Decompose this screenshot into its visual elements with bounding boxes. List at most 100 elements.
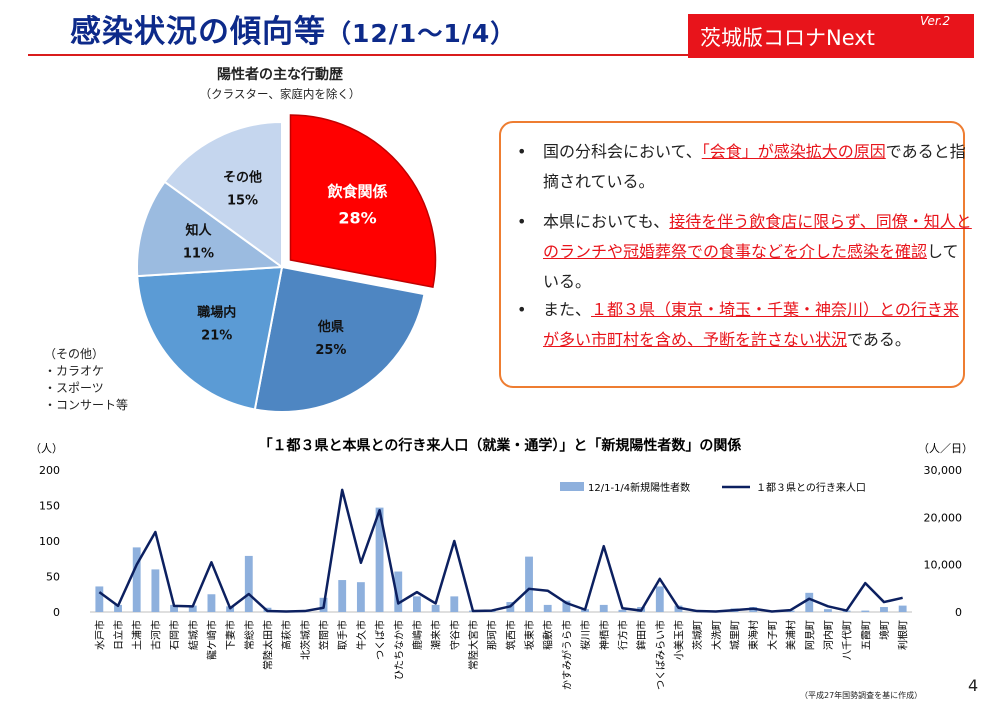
pie-slice bbox=[289, 114, 437, 289]
category-label: 古河市 bbox=[149, 620, 162, 650]
bar bbox=[95, 586, 104, 612]
pie-slice bbox=[163, 120, 283, 269]
pie-slice-label: 他県 bbox=[317, 319, 344, 335]
bar bbox=[861, 610, 870, 612]
right-axis-tick: 20,000 bbox=[924, 511, 963, 524]
bullet-dot: • bbox=[517, 300, 527, 319]
category-label: かすみがうら市 bbox=[560, 620, 573, 690]
category-label: 行方市 bbox=[616, 620, 629, 650]
bar bbox=[599, 604, 608, 612]
category-label: 阿見町 bbox=[804, 620, 816, 650]
category-label: 大洗町 bbox=[710, 620, 723, 650]
legend-bar-label: 12/1-1/4新規陽性者数 bbox=[588, 481, 690, 494]
category-label: 石岡市 bbox=[168, 620, 181, 650]
category-label: 八千代町 bbox=[842, 620, 854, 660]
body-text: 本県においても、 bbox=[543, 212, 670, 231]
left-axis-tick: 100 bbox=[39, 535, 60, 548]
bar bbox=[413, 596, 421, 612]
brand-name: 茨城版コロナNext bbox=[700, 26, 875, 50]
category-label: つくばみらい市 bbox=[654, 620, 667, 690]
category-label: 坂東市 bbox=[523, 620, 536, 650]
category-label: 結城市 bbox=[187, 620, 200, 650]
bar bbox=[450, 596, 459, 612]
footnote: （平成27年国勢調査を基に作成） bbox=[800, 691, 923, 700]
category-label: 龍ケ崎市 bbox=[205, 620, 218, 660]
left-axis-tick: 150 bbox=[39, 500, 60, 513]
bar bbox=[880, 607, 888, 612]
category-label: 茨城町 bbox=[691, 620, 704, 650]
category-label: 常総市 bbox=[243, 620, 256, 650]
bar bbox=[338, 580, 347, 612]
category-label: 常陸太田市 bbox=[261, 620, 274, 670]
right-axis-tick: 0 bbox=[955, 606, 962, 619]
category-label: 牛久市 bbox=[355, 620, 368, 650]
emphasis-text: １都３県（東京・埼玉・千葉・神奈川）との行き来が多い市町村を含め、予断を許さない… bbox=[543, 300, 959, 349]
bar bbox=[356, 582, 365, 612]
bar bbox=[525, 556, 533, 612]
body-text: であると指摘されている。 bbox=[543, 142, 966, 191]
legend-bar-swatch bbox=[560, 482, 584, 491]
brand-banner bbox=[688, 14, 974, 58]
line-series bbox=[98, 488, 903, 613]
callout-bullet: • 本県においても、接待を伴う飲食店に限らず、同僚・知人とのランチや冠婚葬祭での食… bbox=[517, 207, 973, 297]
category-label: 境町 bbox=[878, 620, 891, 640]
category-label: 土浦市 bbox=[131, 620, 144, 650]
bar bbox=[824, 609, 832, 612]
brand-version: Ver.2 bbox=[920, 14, 951, 28]
bar bbox=[207, 594, 216, 612]
category-label: 稲敷市 bbox=[542, 620, 555, 650]
category-label: 東海村 bbox=[747, 620, 760, 650]
bar bbox=[375, 507, 384, 612]
page-title: 感染状況の傾向等（12/1～1/4） bbox=[70, 6, 516, 51]
pie-slice-label: その他 bbox=[223, 169, 262, 185]
category-label: 北茨城市 bbox=[299, 620, 312, 660]
legend-line-label: １都３県との行き来人口 bbox=[756, 481, 866, 494]
callout-box: • 国の分科会において、「会食」が感染拡大の原因であると指摘されている。 • 本県にお… bbox=[499, 121, 972, 388]
left-axis-tick: 50 bbox=[46, 571, 60, 584]
category-label: 城里町 bbox=[730, 620, 742, 650]
category-label: 取手市 bbox=[336, 620, 349, 650]
emphasis-text: 「会食」が感染拡大の原因 bbox=[701, 142, 886, 161]
category-label: 鉾田市 bbox=[635, 620, 648, 650]
pie-slice-value: 21% bbox=[201, 329, 232, 344]
callout-bullet: • 国の分科会において、「会食」が感染拡大の原因であると指摘されている。 bbox=[517, 137, 973, 197]
left-axis-tick: 0 bbox=[53, 606, 60, 619]
combo-chart-title: 「１都３県と本県との行き来人口（就業・通学）」と「新規陽性者数」の関係 bbox=[259, 437, 742, 454]
category-label: ひたちなか市 bbox=[392, 620, 405, 680]
category-label: 常陸大宮市 bbox=[467, 620, 480, 670]
bar bbox=[618, 609, 627, 612]
bar bbox=[562, 600, 571, 612]
left-axis-unit: （人） bbox=[30, 442, 63, 455]
category-label: 那珂市 bbox=[486, 620, 499, 650]
category-label: 鹿嶋市 bbox=[411, 620, 424, 650]
body-text: している。 bbox=[543, 242, 959, 291]
pie-chart-subtitle: （クラスター、家庭内を除く） bbox=[199, 87, 361, 101]
bar bbox=[170, 604, 178, 612]
right-axis-tick: 30,000 bbox=[924, 464, 963, 477]
bar bbox=[805, 592, 814, 612]
bar bbox=[114, 604, 122, 612]
bar bbox=[188, 605, 197, 612]
pie-slice-label: 飲食関係 bbox=[327, 183, 388, 201]
category-label: 筑西市 bbox=[504, 620, 517, 650]
bar bbox=[898, 605, 907, 612]
pie-slice-value: 15% bbox=[227, 193, 258, 208]
category-label: 守谷市 bbox=[448, 620, 461, 650]
category-label: 下妻市 bbox=[224, 620, 237, 650]
category-label: 高萩市 bbox=[280, 620, 293, 650]
pie-slice bbox=[136, 265, 284, 411]
category-label: 小美玉市 bbox=[672, 620, 685, 660]
category-label: 潮来市 bbox=[430, 620, 443, 650]
bar bbox=[655, 586, 664, 612]
other-category-note: （その他） ・カラオケ ・スポーツ ・コンサート等 bbox=[44, 346, 128, 414]
title-underline bbox=[28, 54, 688, 56]
category-label: 五霞町 bbox=[860, 620, 872, 650]
combo-chart: 「１都３県と本県との行き来人口（就業・通学）」と「新規陽性者数」の関係 （人） （人… bbox=[30, 437, 973, 690]
body-text: また、 bbox=[543, 300, 592, 319]
bar bbox=[132, 547, 141, 612]
category-label: 神栖市 bbox=[598, 620, 611, 650]
callout-bullet: • また、１都３県（東京・埼玉・千葉・神奈川）との行き来が多い市町村を含め、予断を… bbox=[517, 295, 973, 355]
category-label: 日立市 bbox=[112, 620, 125, 650]
page-number: 4 bbox=[968, 676, 979, 695]
pie-slice bbox=[136, 180, 285, 278]
